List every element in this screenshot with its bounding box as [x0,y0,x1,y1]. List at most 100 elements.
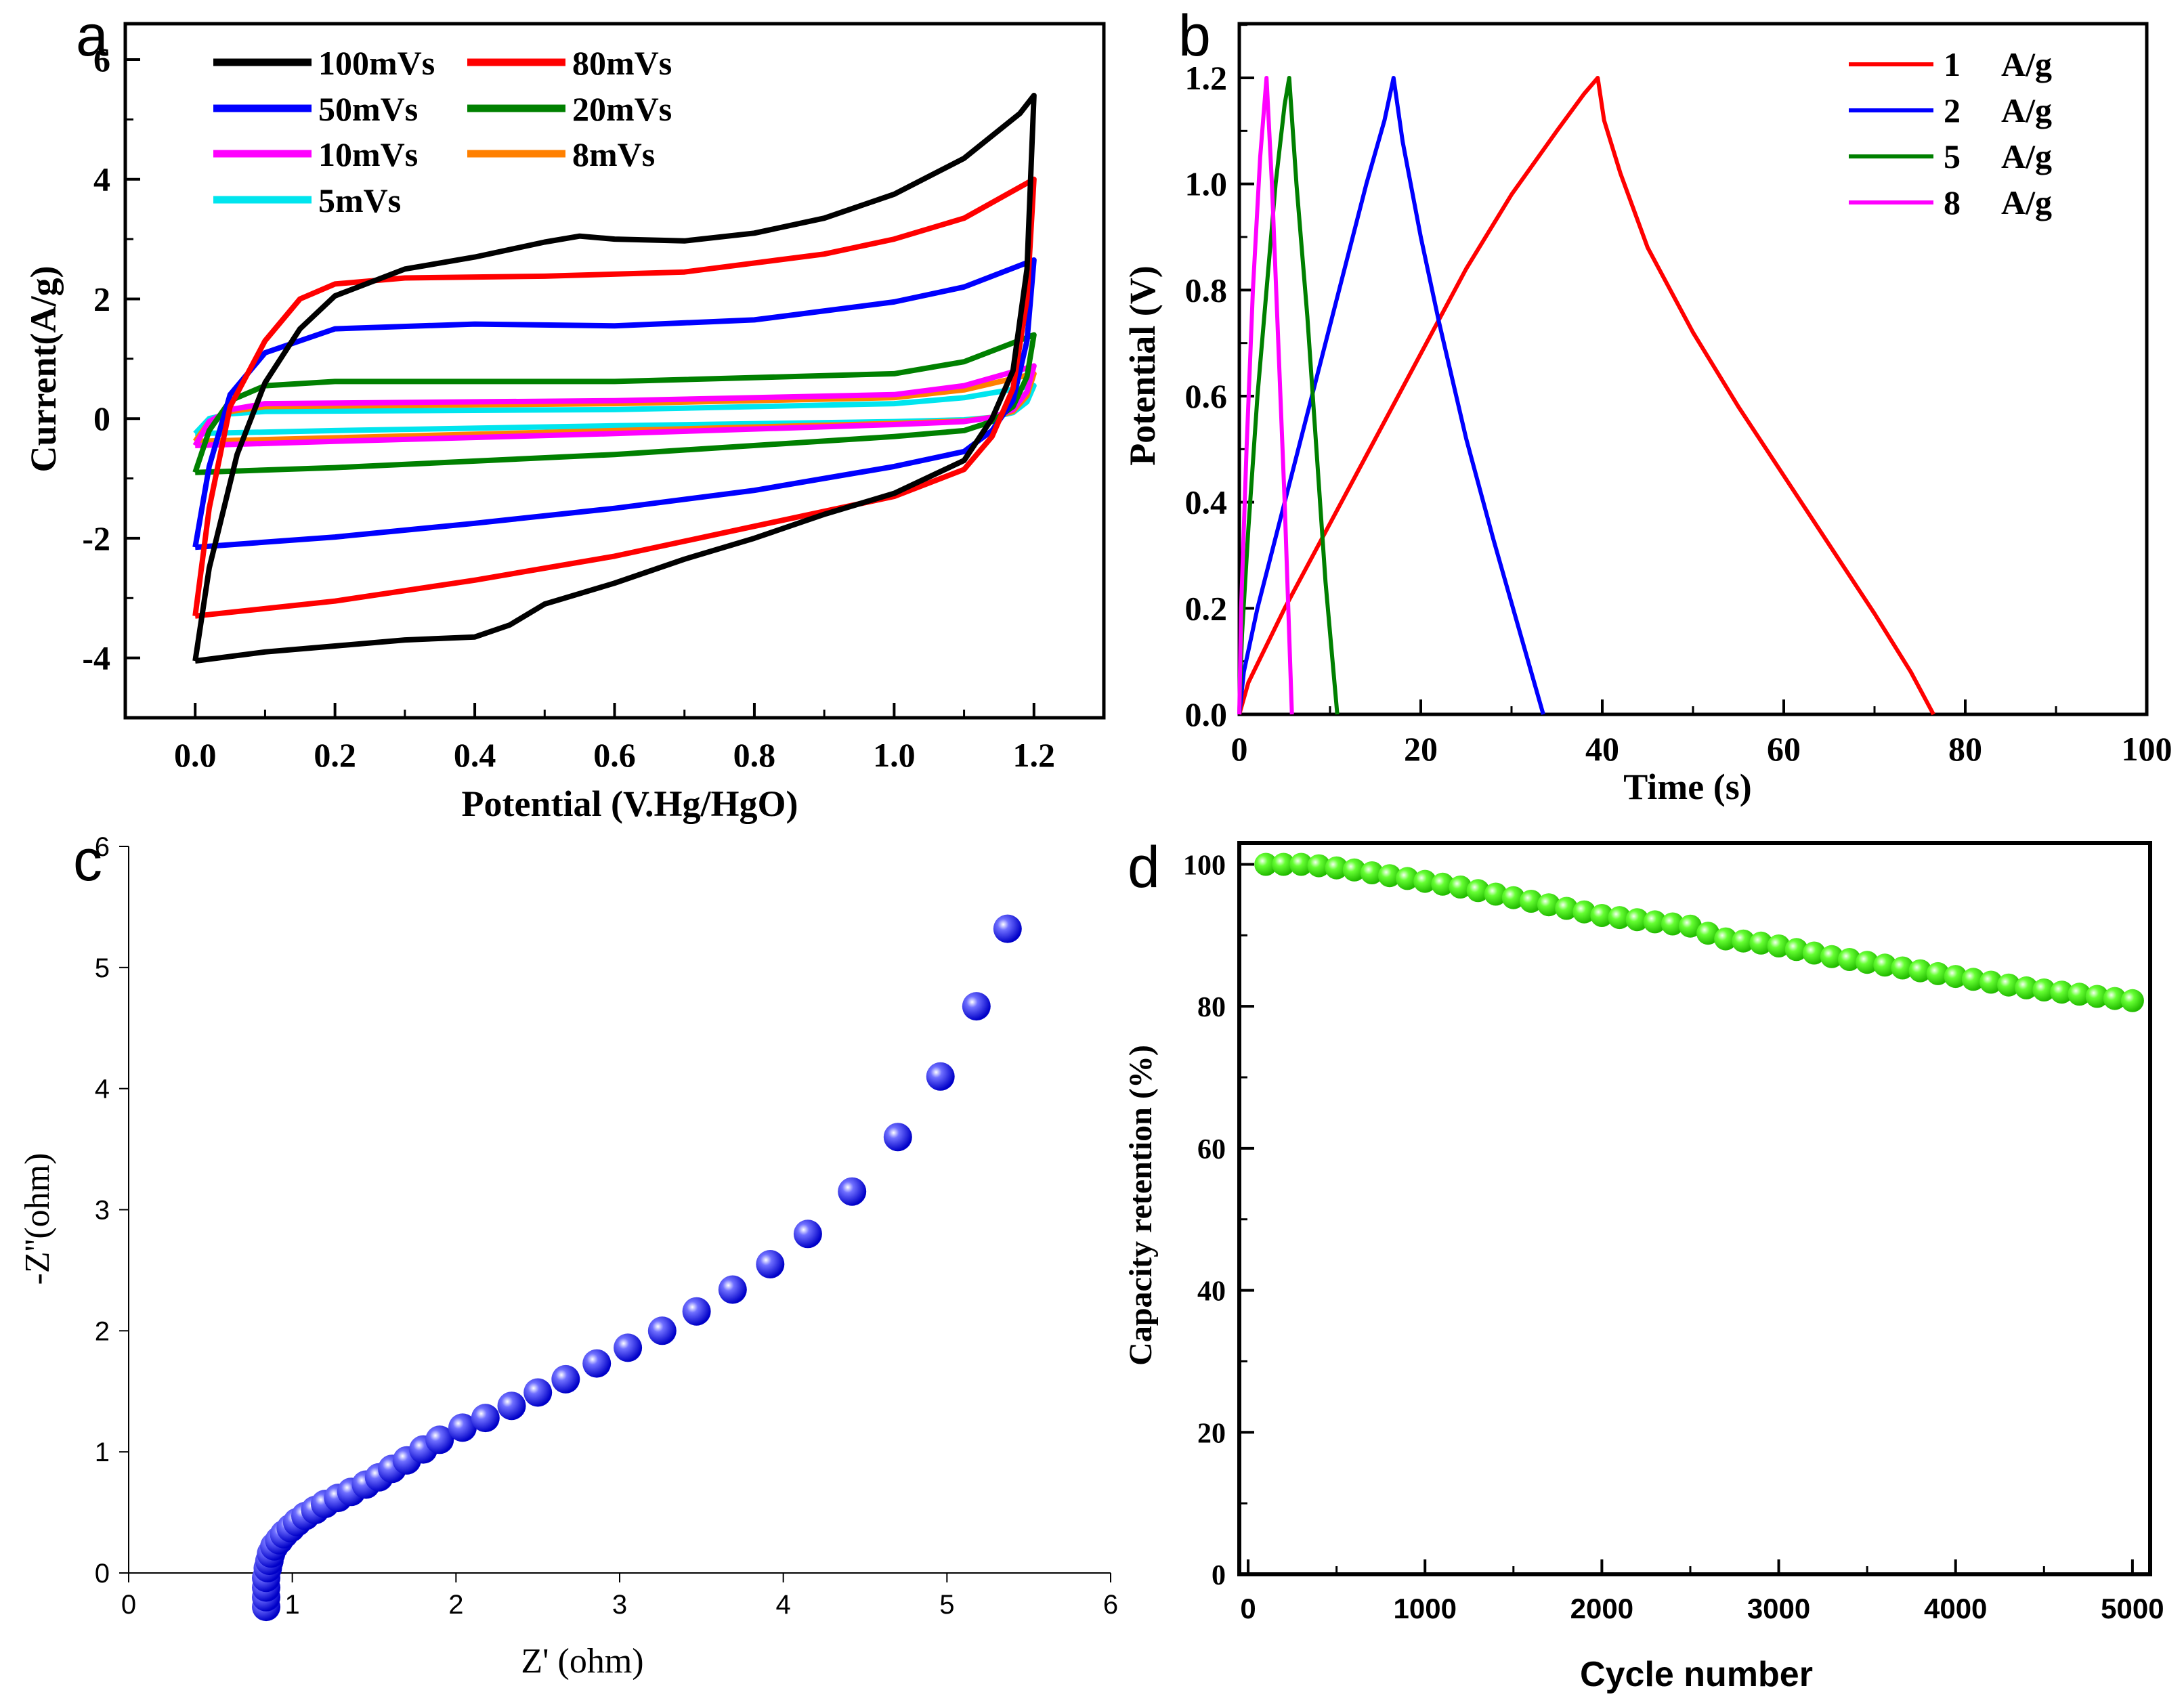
panel-d-ytick-label: 20 [1197,1418,1226,1449]
panel-d-point [1289,853,1313,876]
panel-d-point [1679,914,1702,938]
panel-d-point [1501,886,1525,909]
panel-c-ytick-label: 1 [95,1438,110,1467]
panel-a-series-20mVs [192,332,1037,475]
panel-label-a: a [76,3,108,68]
panel-d-point [1714,927,1738,951]
panel-a-ytick-label: -2 [82,519,110,557]
panel-c-point [647,1316,677,1345]
panel-c-xtick-label: 2 [448,1590,463,1620]
panel-c-xlabel: Z' (ohm) [521,1642,643,1681]
panel-d-point [2015,976,2038,999]
panel-d-point [1696,922,1720,945]
panel-b-ytick-label: 0.4 [1185,483,1228,521]
panel-b-ytick-label: 1.2 [1185,59,1228,97]
panel-d-point [2068,983,2091,1006]
panel-c-ylabel: -Z''(ohm) [18,1153,57,1285]
panel-c-point [582,1349,612,1378]
panel-d-point [1838,948,1861,971]
panel-c-xtick-label: 3 [612,1590,627,1620]
panel-b-legend-unit: A/g [2001,45,2052,83]
panel-c-point [551,1364,580,1394]
panel-d-point [1360,861,1384,884]
panel-c-point [756,1250,785,1278]
panel-b-legend-unit: A/g [2001,184,2052,221]
panel-b-series-5 [1237,76,1340,715]
panel-d-xtick-label: 4000 [1924,1593,1987,1624]
panel-d-point [1466,879,1490,903]
panel-c-ytick-label: 2 [95,1316,110,1346]
panel-a-xtick-label: 1.2 [1013,736,1056,774]
panel-d-ytick-label: 100 [1183,850,1226,881]
panel-a-legend-label: 10mVs [318,135,418,173]
panel-c-point [993,914,1022,943]
panel-c-xtick-label: 0 [121,1590,136,1620]
panel-d-ytick-label: 40 [1197,1276,1226,1308]
panel-d-point [2103,987,2126,1010]
panel-b-legend-label: 5 [1944,137,1961,175]
panel-d-cycling-chart: 0 1000 2000 3000 4000 5000 0 20 40 60 80 100 Cycle … [1123,841,2164,1694]
panel-c-point [883,1123,912,1152]
panel-c-xtick-label: 1 [285,1590,300,1620]
panel-a-series-80mVs [192,176,1037,619]
panel-b-legend-unit: A/g [2001,137,2052,175]
panel-a-xtick-label: 0.6 [593,736,636,774]
panel-b-ytick-label: 0.6 [1185,377,1228,415]
panel-c-xtick-label: 6 [1103,1590,1118,1620]
panel-d-point [1254,853,1278,876]
panel-a-xtick-label: 0.2 [314,736,356,774]
panel-d-xtick-label: 0 [1240,1593,1256,1624]
panel-c-point [962,992,991,1021]
panel-d-point [2032,978,2056,1001]
panel-d-point [1926,962,1950,985]
panel-a-series-100mVs [192,93,1037,664]
panel-d-point [1431,872,1455,896]
panel-d-point [1767,934,1791,957]
panel-c-ytick-label: 6 [95,832,110,862]
panel-d-point [1625,908,1649,932]
panel-c-ytick-label: 5 [95,953,110,983]
panel-d-point [1519,890,1543,913]
panel-d-point [1484,882,1507,906]
panel-a-ytick-label: 6 [93,41,110,79]
panel-a-legend-label: 100mVs [318,44,435,82]
panel-d-xtick-label: 3000 [1747,1593,1810,1624]
panel-d-point [1997,973,2021,997]
panel-d-point [1555,897,1579,920]
panel-b-ytick-label: 0.8 [1185,271,1228,309]
panel-label-b: b [1178,3,1211,68]
panel-d-xtick-label: 5000 [2101,1593,2164,1624]
panel-d-ytick-label: 80 [1197,992,1226,1023]
panel-d-point [1784,938,1808,962]
panel-d-ylabel: Capacity retention (%) [1123,1045,1159,1366]
panel-d-point [1979,970,2003,994]
panel-label-d: d [1128,835,1160,900]
panel-c-point [448,1413,477,1442]
panel-d-point [1378,864,1401,888]
panel-d-point [1272,853,1296,876]
panel-c-point [523,1378,553,1407]
panel-d-point [2050,980,2074,1004]
panel-d-point [1908,959,1932,983]
panel-c-point [471,1404,500,1433]
panel-a-legend: 100mVs 80mVs 50mVs 20mVs 10mVs 8mVs 5mVs [213,44,672,219]
panel-c-ytick-label: 0 [95,1559,110,1589]
panel-d-point [1325,856,1348,880]
panel-a-ylabel: Current(A/g) [23,266,64,473]
panel-b-xtick-label: 0 [1231,730,1248,768]
panel-b-xtick-label: 60 [1767,730,1801,768]
panel-c-xtick-label: 4 [776,1590,791,1620]
panel-d-point [1608,906,1631,930]
panel-d-point [1820,945,1843,968]
panel-d-point [1873,953,1897,977]
panel-a-legend-label: 8mVs [572,135,655,173]
panel-a-ytick-label: 0 [93,400,110,437]
panel-b-gcd-chart: 0 20 40 60 80 100 0.0 0.2 0.4 0.6 0.8 1.0 1.2 1 A/g 2 A… [1122,22,2172,807]
panel-d-ytick-label: 60 [1197,1134,1226,1165]
panel-d-point [1856,951,1879,974]
panel-b-xtick-label: 100 [2122,730,2172,768]
panel-a-legend-label: 5mVs [318,181,401,219]
panel-d-point [1891,956,1914,980]
panel-d-point [1802,941,1826,965]
